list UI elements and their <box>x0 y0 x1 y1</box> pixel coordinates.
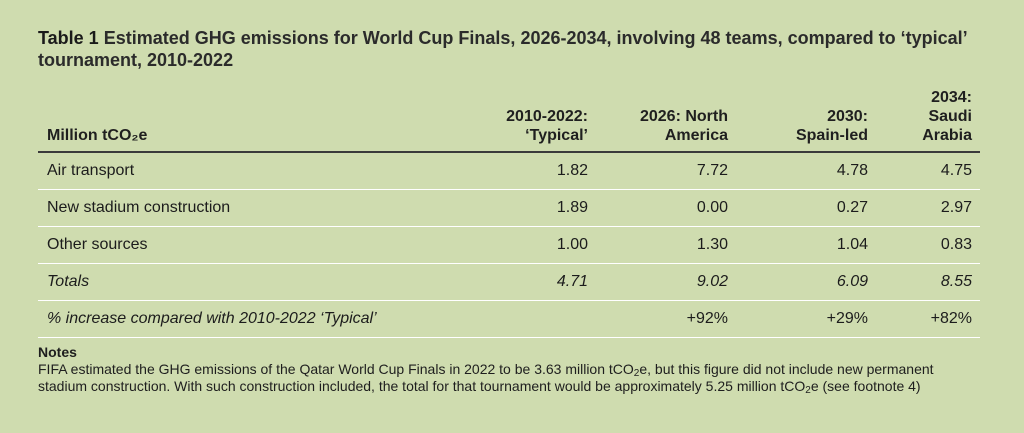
column-header-line: 2010-2022: <box>506 108 588 125</box>
co2-subscript: 2 <box>633 368 640 379</box>
table-cell: 4.78 <box>736 152 876 190</box>
column-header-typical: 2010-2022: ‘Typical’ <box>436 84 596 153</box>
table-cell: 1.04 <box>736 226 876 264</box>
notes-section: Notes FIFA estimated the GHG emissions o… <box>38 344 978 396</box>
table-row-totals: Totals 4.71 9.02 6.09 8.55 <box>38 263 980 301</box>
table-cell: 1.89 <box>436 189 596 227</box>
column-header-saudi-arabia: 2034: Saudi Arabia <box>876 84 980 153</box>
row-label: Totals <box>38 263 436 301</box>
notes-text: FIFA estimated the GHG emissions of the … <box>38 361 978 396</box>
table-cell: 0.27 <box>736 189 876 227</box>
table-row-percent-increase: % increase compared with 2010-2022 ‘Typi… <box>38 300 980 338</box>
row-label: New stadium construction <box>38 189 436 227</box>
table-title-text: Estimated GHG emissions for World Cup Fi… <box>38 28 967 70</box>
table-cell: 0.83 <box>876 226 980 264</box>
table-cell: 2.97 <box>876 189 980 227</box>
table-cell <box>436 300 596 338</box>
table-row-new-stadium-construction: New stadium construction 1.89 0.00 0.27 … <box>38 189 980 227</box>
table-row-other-sources: Other sources 1.00 1.30 1.04 0.83 <box>38 226 980 264</box>
table-cell: 7.72 <box>596 152 736 190</box>
column-header-line: 2030: <box>827 108 868 125</box>
table-cell: 8.55 <box>876 263 980 301</box>
emissions-table: Million tCO₂e 2010-2022: ‘Typical’ 2026: … <box>38 84 980 338</box>
column-header-spain-led: 2030: Spain-led <box>736 84 876 153</box>
row-label: % increase compared with 2010-2022 ‘Typi… <box>38 300 436 338</box>
row-label: Air transport <box>38 152 436 190</box>
notes-text-part: FIFA estimated the GHG emissions of the … <box>38 361 634 377</box>
co2-subscript: 2 <box>805 385 811 396</box>
table-row-air-transport: Air transport 1.82 7.72 4.78 4.75 <box>38 152 980 190</box>
table-cell: 4.71 <box>436 263 596 301</box>
column-header-line: America <box>664 127 728 144</box>
column-header-line: 2034: <box>931 89 972 106</box>
table-title: Table 1 Estimated GHG emissions for Worl… <box>38 27 988 71</box>
table-cell: 1.00 <box>436 226 596 264</box>
unit-header: Million tCO₂e <box>38 84 436 153</box>
table-cell: +29% <box>736 300 876 338</box>
table-cell: 1.82 <box>436 152 596 190</box>
table-cell: +82% <box>876 300 980 338</box>
column-header-north-america: 2026: North America <box>596 84 736 153</box>
notes-text-part: e, but this figure did not include new p… <box>38 361 934 394</box>
table-cell: 0.00 <box>596 189 736 227</box>
column-header-line: Saudi Arabia <box>922 108 972 144</box>
table-header-row: Million tCO₂e 2010-2022: ‘Typical’ 2026: … <box>38 84 980 153</box>
row-label: Other sources <box>38 226 436 264</box>
table-title-lead: Table 1 <box>38 28 99 48</box>
notes-text-part: e (see footnote 4) <box>810 378 921 394</box>
table-cell: +92% <box>596 300 736 338</box>
table-cell: 6.09 <box>736 263 876 301</box>
table-cell: 1.30 <box>596 226 736 264</box>
table-cell: 4.75 <box>876 152 980 190</box>
column-header-line: Spain-led <box>795 127 868 144</box>
column-header-line: ‘Typical’ <box>525 127 588 144</box>
table-cell: 9.02 <box>596 263 736 301</box>
notes-heading: Notes <box>38 344 77 360</box>
column-header-line: 2026: North <box>639 108 728 125</box>
